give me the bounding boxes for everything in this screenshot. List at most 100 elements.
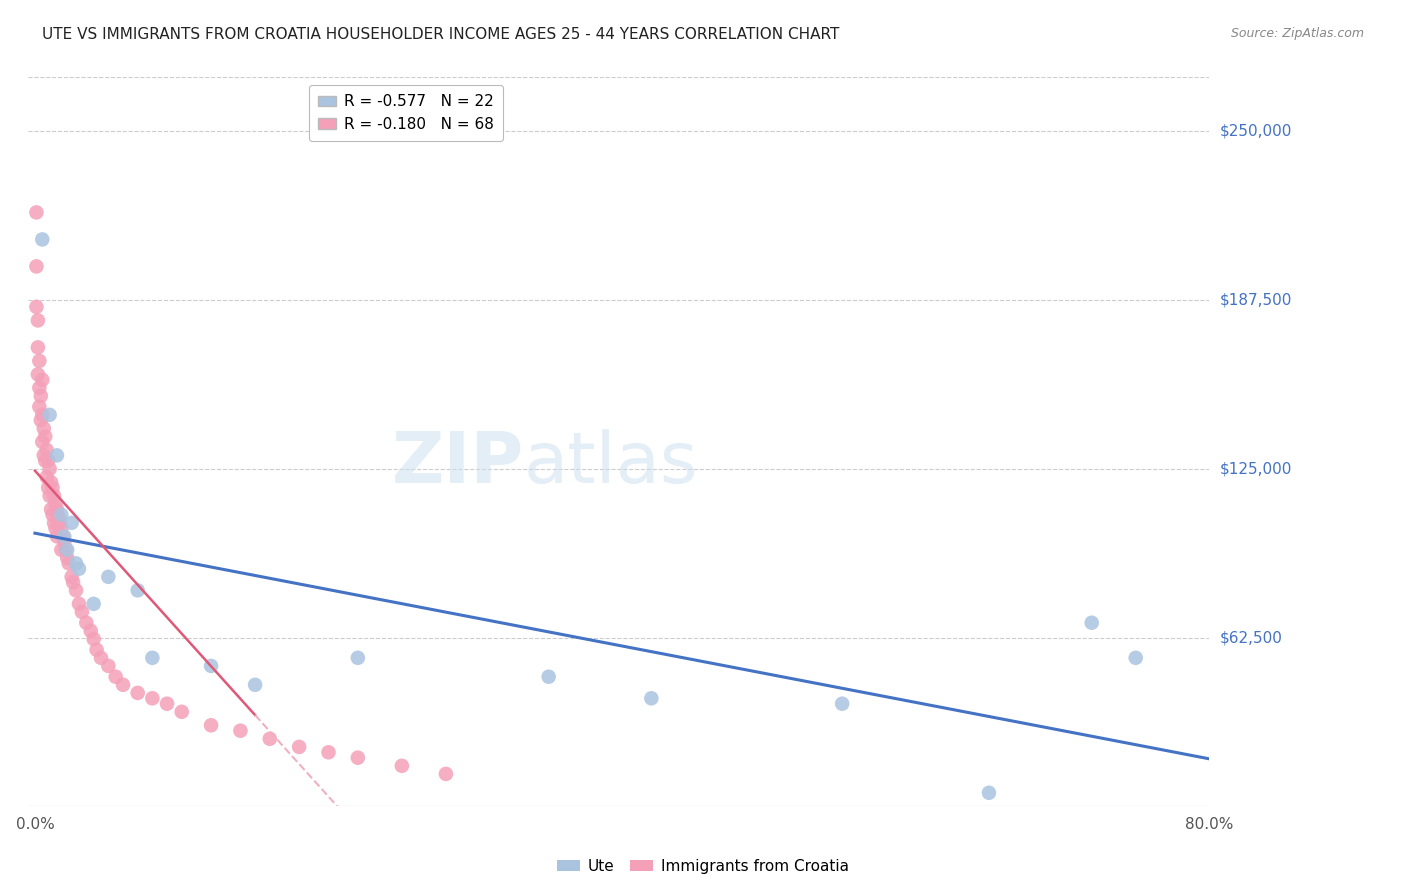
Point <box>111 678 134 692</box>
Point <box>141 691 163 706</box>
Point <box>51 521 73 535</box>
Point <box>38 462 60 476</box>
Point <box>141 650 163 665</box>
Text: $125,000: $125,000 <box>1220 461 1292 476</box>
Point <box>318 745 340 759</box>
Point <box>104 670 127 684</box>
Point <box>39 475 62 490</box>
Point <box>75 615 97 630</box>
Point <box>42 489 65 503</box>
Text: atlas: atlas <box>524 429 699 499</box>
Point <box>31 408 53 422</box>
Point <box>34 454 56 468</box>
Point <box>56 542 79 557</box>
Point <box>37 481 59 495</box>
Point <box>127 686 149 700</box>
Text: $62,500: $62,500 <box>1220 630 1284 645</box>
Point <box>65 583 87 598</box>
Point <box>60 516 83 530</box>
Point <box>52 529 75 543</box>
Point <box>27 340 49 354</box>
Legend: Ute, Immigrants from Croatia: Ute, Immigrants from Croatia <box>551 853 855 880</box>
Point <box>56 550 79 565</box>
Point <box>46 448 69 462</box>
Point <box>35 442 58 457</box>
Text: Source: ZipAtlas.com: Source: ZipAtlas.com <box>1230 27 1364 40</box>
Point <box>30 389 52 403</box>
Point <box>229 723 252 738</box>
Point <box>35 470 58 484</box>
Point <box>38 408 60 422</box>
Point <box>200 659 222 673</box>
Point <box>640 691 662 706</box>
Point <box>391 759 413 773</box>
Point <box>28 400 51 414</box>
Point <box>831 697 853 711</box>
Point <box>32 448 55 462</box>
Point <box>200 718 222 732</box>
Point <box>60 570 83 584</box>
Point <box>46 529 69 543</box>
Text: $250,000: $250,000 <box>1220 124 1292 139</box>
Point <box>67 562 90 576</box>
Point <box>288 739 311 754</box>
Point <box>31 373 53 387</box>
Point <box>170 705 193 719</box>
Point <box>25 205 48 219</box>
Point <box>42 516 65 530</box>
Point <box>97 659 120 673</box>
Point <box>27 368 49 382</box>
Point <box>67 597 90 611</box>
Point <box>41 508 63 522</box>
Point <box>37 454 59 468</box>
Point <box>1125 650 1147 665</box>
Point <box>53 534 76 549</box>
Point <box>83 597 105 611</box>
Point <box>34 429 56 443</box>
Point <box>32 421 55 435</box>
Point <box>1080 615 1102 630</box>
Point <box>243 678 266 692</box>
Point <box>434 767 457 781</box>
Point <box>39 502 62 516</box>
Point <box>90 650 112 665</box>
Point <box>25 260 48 274</box>
Point <box>127 583 149 598</box>
Text: $187,500: $187,500 <box>1220 293 1292 308</box>
Text: ZIP: ZIP <box>392 429 524 499</box>
Point <box>41 481 63 495</box>
Point <box>27 313 49 327</box>
Point <box>51 542 73 557</box>
Point <box>49 516 72 530</box>
Point <box>97 570 120 584</box>
Legend: R = -0.577   N = 22, R = -0.180   N = 68: R = -0.577 N = 22, R = -0.180 N = 68 <box>308 85 503 141</box>
Point <box>51 508 73 522</box>
Point <box>31 434 53 449</box>
Point <box>70 605 93 619</box>
Point <box>65 557 87 571</box>
Point <box>347 650 370 665</box>
Point <box>31 232 53 246</box>
Text: UTE VS IMMIGRANTS FROM CROATIA HOUSEHOLDER INCOME AGES 25 - 44 YEARS CORRELATION: UTE VS IMMIGRANTS FROM CROATIA HOUSEHOLD… <box>42 27 839 42</box>
Point <box>28 354 51 368</box>
Point <box>38 489 60 503</box>
Point <box>44 497 66 511</box>
Point <box>86 642 108 657</box>
Point <box>25 300 48 314</box>
Point <box>55 542 77 557</box>
Point <box>83 632 105 646</box>
Point <box>28 381 51 395</box>
Point <box>44 521 66 535</box>
Point <box>259 731 281 746</box>
Point <box>977 786 1000 800</box>
Point <box>62 575 84 590</box>
Point <box>537 670 560 684</box>
Point <box>156 697 179 711</box>
Point <box>48 510 70 524</box>
Point <box>80 624 103 638</box>
Point <box>347 750 370 764</box>
Point <box>58 557 80 571</box>
Point <box>53 529 76 543</box>
Point <box>46 502 69 516</box>
Point <box>30 413 52 427</box>
